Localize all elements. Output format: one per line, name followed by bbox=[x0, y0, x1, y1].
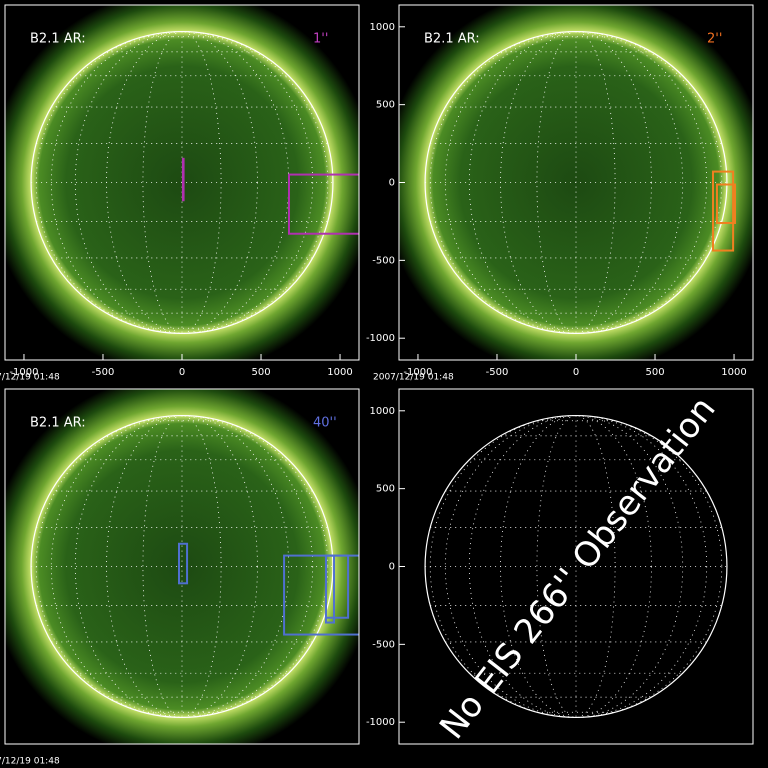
x-tick-label: 1000 bbox=[721, 367, 746, 378]
no-observation: No EIS 266'' Observation bbox=[432, 389, 724, 746]
x-tick-label: -500 bbox=[486, 367, 509, 378]
y-tick-label: 500 bbox=[376, 100, 395, 111]
y-tick-label: 500 bbox=[376, 484, 395, 495]
plot-frame bbox=[4, 388, 360, 745]
grid-longitude bbox=[444, 415, 708, 718]
grid-longitude bbox=[142, 31, 222, 334]
raster-box bbox=[715, 183, 736, 224]
sun-image bbox=[5, 5, 359, 360]
x-tick-label: 500 bbox=[251, 367, 270, 378]
panel bbox=[424, 414, 728, 719]
resolution-label: 1'' bbox=[313, 32, 328, 47]
limb bbox=[424, 30, 728, 335]
y-tick-label: 0 bbox=[389, 178, 395, 189]
panel bbox=[5, 389, 359, 744]
panel bbox=[5, 5, 359, 360]
raster-box bbox=[712, 170, 735, 252]
date-label: 2007/12/19 01:48 bbox=[373, 373, 454, 383]
y-tick-label: -500 bbox=[372, 255, 395, 266]
date-label: 2007/12/19 01:48 bbox=[0, 757, 60, 767]
grid-longitude bbox=[50, 415, 314, 718]
raster-box bbox=[177, 542, 189, 585]
limb bbox=[30, 30, 334, 335]
y-tick-label: -1000 bbox=[366, 333, 395, 344]
panel-label: B2.1 AR: bbox=[30, 416, 86, 431]
panel-label: B2.1 AR: bbox=[424, 32, 480, 47]
x-tick-label: 0 bbox=[573, 367, 579, 378]
y-tick-label: 1000 bbox=[370, 406, 395, 417]
x-tick-label: 1000 bbox=[327, 367, 352, 378]
x-tick-label: -1000 bbox=[9, 367, 38, 378]
x-tick-label: -1000 bbox=[403, 367, 432, 378]
grid-longitude bbox=[74, 415, 290, 718]
raster-box bbox=[181, 157, 185, 202]
grid-longitude bbox=[142, 415, 222, 718]
panel bbox=[399, 5, 753, 360]
x-tick-label: 500 bbox=[645, 367, 664, 378]
sun-image bbox=[399, 5, 753, 360]
limb bbox=[424, 414, 728, 719]
limb bbox=[30, 414, 334, 719]
y-tick-label: 1000 bbox=[370, 22, 395, 33]
panel-label: B2.1 AR: bbox=[30, 32, 86, 47]
date-label: 2007/12/19 01:48 bbox=[0, 373, 60, 383]
grid-longitude bbox=[468, 415, 684, 718]
grid-longitude bbox=[468, 31, 684, 334]
raster-box bbox=[324, 554, 336, 624]
grid-longitude bbox=[50, 31, 314, 334]
grid-longitude bbox=[444, 31, 708, 334]
resolution-label: 40'' bbox=[313, 416, 337, 431]
raster-box bbox=[287, 173, 359, 235]
x-tick-label: 0 bbox=[179, 367, 185, 378]
y-tick-label: 0 bbox=[389, 562, 395, 573]
resolution-label: 2'' bbox=[707, 32, 722, 47]
x-tick-label: -500 bbox=[92, 367, 115, 378]
y-tick-label: -1000 bbox=[366, 717, 395, 728]
y-tick-label: -500 bbox=[372, 639, 395, 650]
